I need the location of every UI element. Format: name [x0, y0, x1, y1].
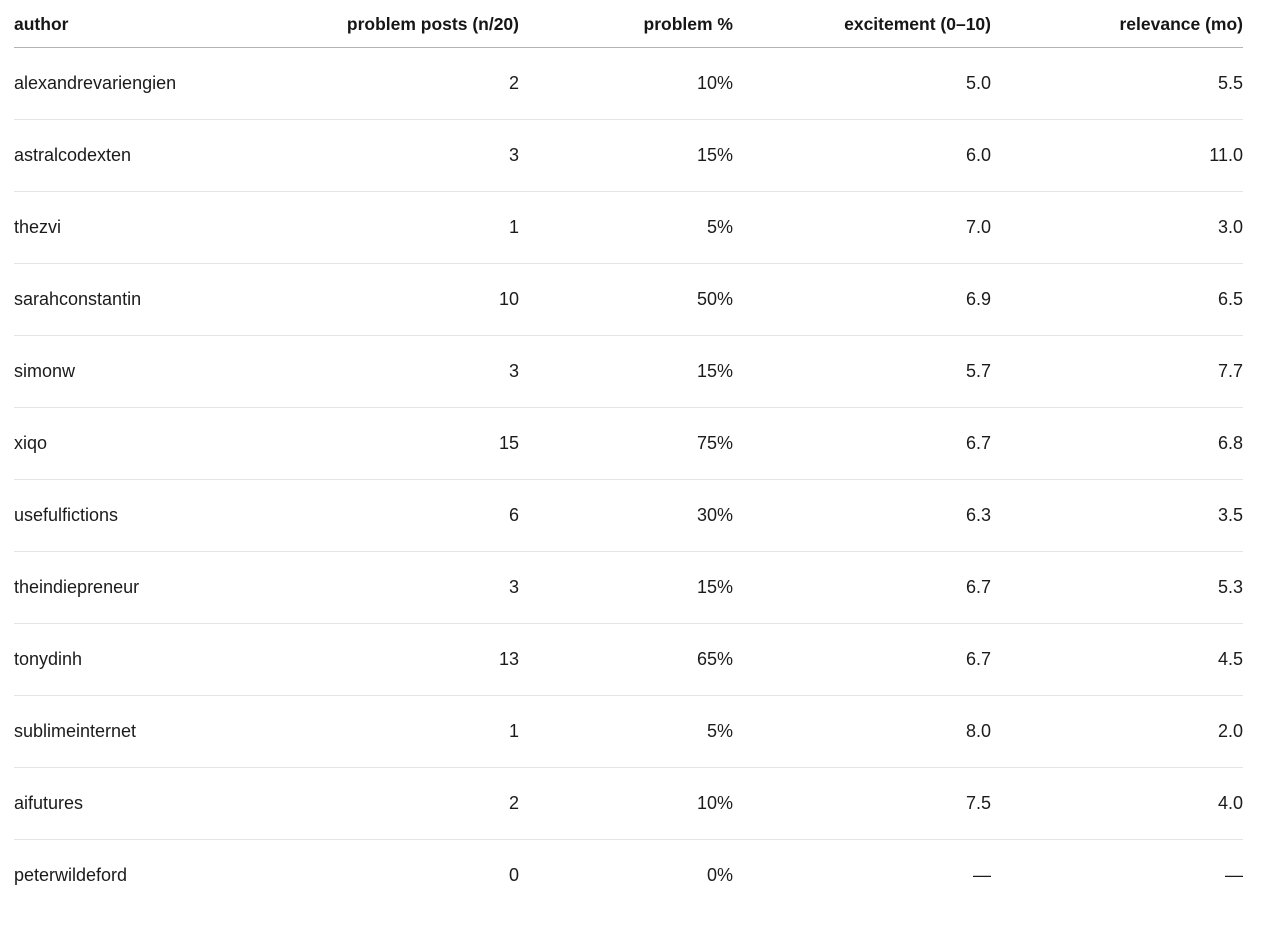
table-row: tonydinh 13 65% 6.7 4.5: [14, 623, 1243, 696]
cell-excitement: 7.5: [733, 767, 991, 840]
cell-relevance: —: [1225, 865, 1243, 885]
cell-relevance: 3.5: [991, 479, 1243, 552]
cell-relevance: 4.0: [991, 767, 1243, 840]
cell-excitement: 6.0: [733, 119, 991, 192]
cell-posts: 2: [294, 47, 519, 120]
table-row: sublimeinternet 1 5% 8.0 2.0: [14, 695, 1243, 768]
cell-author: peterwildeford: [14, 865, 128, 885]
table-row: peterwildeford 0 0% — —: [14, 840, 1243, 912]
table-row: alexandrevariengien 2 10% 5.0 5.5: [14, 47, 1243, 120]
cell-author: usefulfictions: [14, 479, 294, 552]
cell-relevance: 5.3: [991, 551, 1243, 624]
cell-relevance: 7.7: [991, 335, 1243, 408]
cell-excitement: —: [973, 865, 991, 885]
cell-percent: 65%: [519, 623, 733, 696]
cell-relevance: 5.5: [991, 47, 1243, 120]
cell-percent: 50%: [519, 263, 733, 336]
cell-posts: 1: [294, 191, 519, 264]
cell-percent: 75%: [519, 407, 733, 480]
table-body: alexandrevariengien 2 10% 5.0 5.5 astralcodex…: [14, 47, 1243, 912]
cell-excitement: 7.0: [733, 191, 991, 264]
column-header-percent: problem %: [519, 0, 733, 48]
cell-excitement: 6.7: [733, 407, 991, 480]
cell-posts: 1: [294, 695, 519, 768]
cell-excitement: 6.7: [733, 551, 991, 624]
cell-relevance: 4.5: [991, 623, 1243, 696]
table-row: astralcodexten 3 15% 6.0 11.0: [14, 119, 1243, 192]
cell-percent: 10%: [519, 47, 733, 120]
column-header-relevance: relevance (mo): [991, 0, 1243, 48]
cell-excitement: 6.3: [733, 479, 991, 552]
cell-excitement: 8.0: [733, 695, 991, 768]
cell-relevance: 3.0: [991, 191, 1243, 264]
cell-excitement: 5.0: [733, 47, 991, 120]
cell-posts: 3: [294, 335, 519, 408]
cell-relevance: 6.8: [991, 407, 1243, 480]
cell-percent: 5%: [519, 695, 733, 768]
cell-posts: 3: [294, 551, 519, 624]
cell-posts: 2: [294, 767, 519, 840]
cell-percent: 10%: [519, 767, 733, 840]
cell-author: theindiepreneur: [14, 551, 294, 624]
cell-percent: 0%: [706, 865, 733, 885]
cell-relevance: 6.5: [991, 263, 1243, 336]
table-row: sarahconstantin 10 50% 6.9 6.5: [14, 263, 1243, 336]
cell-author: alexandrevariengien: [14, 47, 294, 120]
table-row: simonw 3 15% 5.7 7.7: [14, 335, 1243, 408]
cell-relevance: 11.0: [991, 119, 1243, 192]
cell-posts: 15: [294, 407, 519, 480]
table-row: usefulfictions 6 30% 6.3 3.5: [14, 479, 1243, 552]
cell-excitement: 6.7: [733, 623, 991, 696]
cell-author: astralcodexten: [14, 119, 294, 192]
cell-author: sublimeinternet: [14, 695, 294, 768]
table-row: theindiepreneur 3 15% 6.7 5.3: [14, 551, 1243, 624]
column-header-posts: problem posts (n/20): [294, 0, 519, 48]
column-header-excitement: excitement (0–10): [733, 0, 991, 48]
cell-percent: 15%: [519, 335, 733, 408]
cell-posts: 10: [294, 263, 519, 336]
cell-author: simonw: [14, 335, 294, 408]
cell-author: xiqo: [14, 407, 294, 480]
cell-posts: 6: [294, 479, 519, 552]
cell-posts: 0: [508, 865, 519, 885]
cell-author: thezvi: [14, 191, 294, 264]
author-stats-table: author problem posts (n/20) problem % ex…: [14, 0, 1243, 911]
header-row: author problem posts (n/20) problem % ex…: [14, 0, 1243, 48]
column-header-author: author: [14, 0, 294, 48]
cell-relevance: 2.0: [991, 695, 1243, 768]
cell-percent: 15%: [519, 551, 733, 624]
cell-excitement: 5.7: [733, 335, 991, 408]
table-row: aifutures 2 10% 7.5 4.0: [14, 767, 1243, 840]
table-row: xiqo 15 75% 6.7 6.8: [14, 407, 1243, 480]
cell-excitement: 6.9: [733, 263, 991, 336]
table-header: author problem posts (n/20) problem % ex…: [14, 0, 1243, 48]
cell-percent: 30%: [519, 479, 733, 552]
cell-author: sarahconstantin: [14, 263, 294, 336]
cell-percent: 5%: [519, 191, 733, 264]
cell-posts: 3: [294, 119, 519, 192]
cell-author: aifutures: [14, 767, 294, 840]
table-row: thezvi 1 5% 7.0 3.0: [14, 191, 1243, 264]
cell-posts: 13: [294, 623, 519, 696]
cell-percent: 15%: [519, 119, 733, 192]
cell-author: tonydinh: [14, 623, 294, 696]
